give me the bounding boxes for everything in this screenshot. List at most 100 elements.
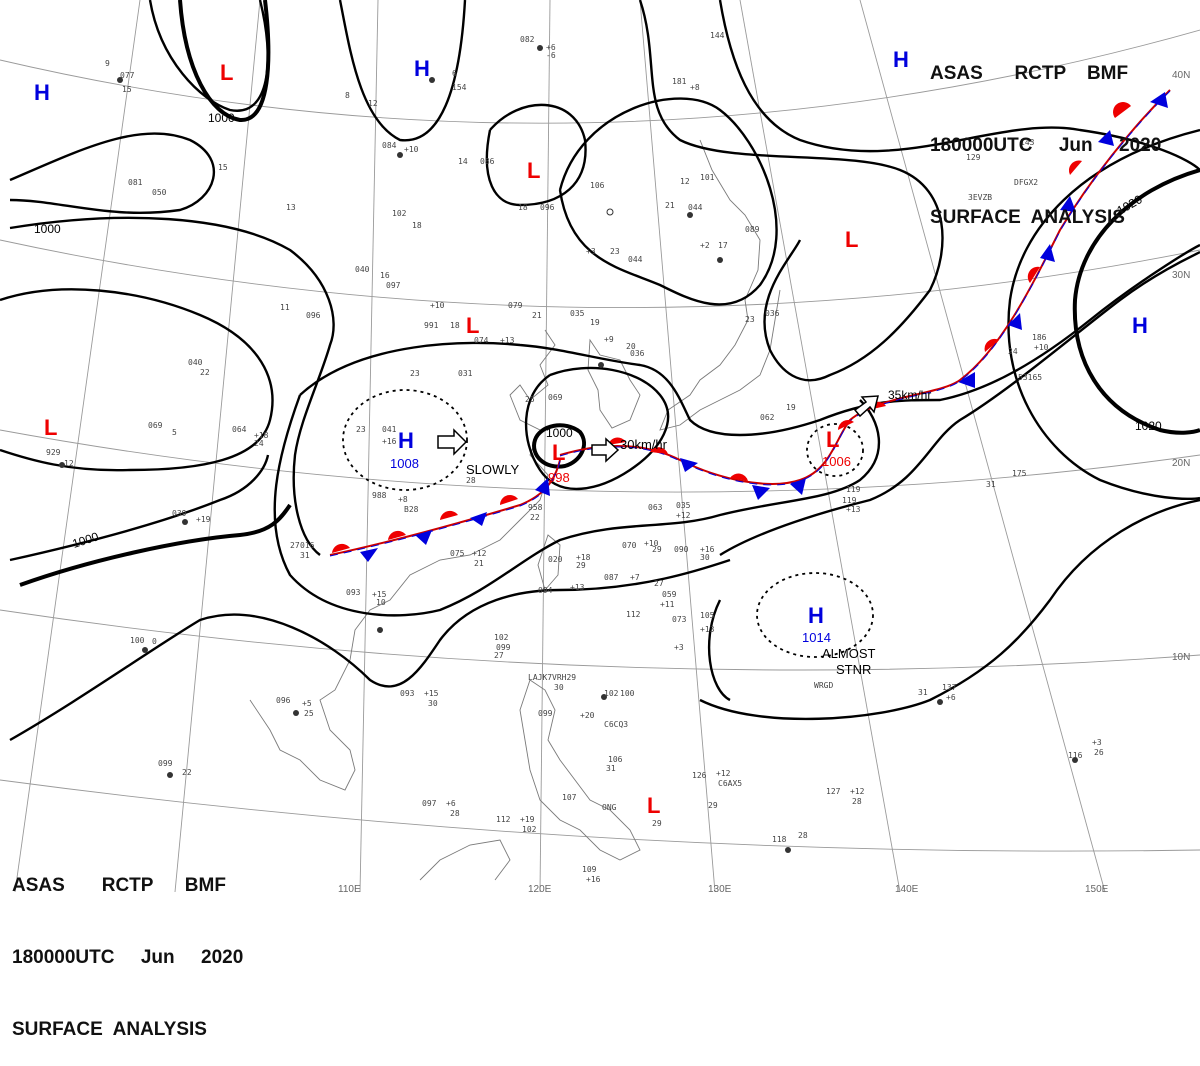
coastline-philippines	[519, 679, 641, 861]
station-label: +20	[580, 711, 595, 720]
station-label: 24	[1008, 347, 1018, 356]
station-label: 15	[122, 85, 132, 94]
isobar	[485, 103, 587, 207]
low-area-1006	[806, 423, 864, 477]
isobar-central-south	[273, 394, 881, 617]
station-label: 107	[562, 793, 577, 802]
longitude-label: 110E	[338, 884, 361, 895]
station-label: 27	[290, 541, 300, 550]
pressure-centres: H L H H L L L L H 1008 L 998 L 1006 H H …	[34, 47, 1148, 818]
meridian-line	[739, 0, 901, 893]
station-label: 31	[918, 688, 928, 697]
header-product-line: ASAS RCTP BMF	[930, 63, 1129, 84]
station-label: 036	[630, 349, 645, 358]
station-label: 9	[105, 59, 110, 68]
station-circle	[293, 710, 299, 716]
station-label: 19	[786, 403, 796, 412]
station-label: +12	[850, 787, 865, 796]
isobar-low-998	[524, 366, 670, 491]
station-label: 102	[522, 825, 537, 834]
station-label: 25	[525, 395, 535, 404]
station-label: 050	[152, 188, 167, 197]
high-center-symbol: H	[34, 80, 50, 105]
station-label: 093	[400, 689, 415, 698]
station-label: 21	[474, 559, 484, 568]
station-label: 28	[798, 831, 808, 840]
latitude-label: 40N	[1172, 70, 1190, 81]
station-label: +3	[586, 247, 596, 256]
station-label: 0	[152, 637, 157, 646]
low-center-symbol: L	[647, 793, 660, 818]
station-circle	[117, 77, 123, 83]
station-label: 27	[494, 651, 504, 660]
station-label: 082	[520, 35, 535, 44]
station-label: 29	[652, 819, 662, 828]
station-label: 035	[676, 501, 691, 510]
station-label: 30	[554, 683, 564, 692]
cold-front-symbol	[415, 530, 432, 545]
station-label: 154	[452, 83, 467, 92]
station-label: +8	[690, 83, 700, 92]
station-label: +3	[674, 643, 684, 652]
station-label: 22	[530, 513, 540, 522]
latitude-label: 30N	[1172, 270, 1190, 281]
coastline-korea	[587, 338, 641, 429]
station-label: 096	[540, 203, 555, 212]
station-label: 23	[745, 315, 755, 324]
header-top-right: ASAS RCTP BMF 180000UTC Jun 2020 SURFACE…	[930, 14, 1161, 254]
high-center-symbol: H	[1132, 313, 1148, 338]
high-center-symbol: H	[398, 428, 414, 453]
station-label: ONG	[602, 803, 617, 812]
station-label: 112	[496, 815, 511, 824]
parallel-line	[0, 429, 1200, 493]
low-center-symbol: L	[466, 313, 479, 338]
graticule	[0, 0, 1200, 893]
low-center-symbol: L	[552, 440, 565, 465]
isobar-south	[9, 558, 731, 742]
station-label: 044	[628, 255, 643, 264]
isobar-1000-low	[532, 423, 586, 469]
isobar-label: 1000	[34, 222, 61, 236]
station-label: +13	[700, 625, 715, 634]
isobar-label: 1020	[1135, 419, 1162, 433]
station-label: 18	[450, 321, 460, 330]
stationary-front-west-blue	[329, 460, 561, 557]
coastlines	[249, 139, 781, 881]
station-label: 143	[1020, 138, 1035, 147]
station-circle	[59, 462, 65, 468]
cold-front-symbol	[958, 372, 975, 388]
station-label: 106	[608, 755, 623, 764]
cold-front-symbol	[790, 478, 806, 495]
station-label: 26	[1094, 748, 1104, 757]
latitude-label: 20N	[1172, 458, 1190, 469]
header-bottom-left: ASAS RCTP BMF 180000UTC Jun 2020 SURFACE…	[12, 826, 243, 1066]
high-center-symbol: H	[808, 603, 824, 628]
station-label: 040	[188, 358, 203, 367]
station-label: 041	[382, 425, 397, 434]
station-label: 181	[672, 77, 687, 86]
station-label: 30	[700, 553, 710, 562]
map-background	[0, 0, 1200, 920]
low-center-symbol: L	[44, 415, 57, 440]
station-label: 18	[412, 221, 422, 230]
station-circle	[142, 647, 148, 653]
station-label: 23	[356, 425, 366, 434]
station-label: 077	[120, 71, 135, 80]
station-label: 127	[826, 787, 841, 796]
station-label: 070	[622, 541, 637, 550]
station-label: +8	[398, 495, 408, 504]
station-label: 31	[300, 551, 310, 560]
station-circle	[537, 45, 543, 51]
station-label: 100	[130, 636, 145, 645]
warm-front-symbol	[984, 338, 999, 352]
station-label: 074	[474, 336, 489, 345]
station-label: 081	[128, 178, 143, 187]
station-label: 035	[570, 309, 585, 318]
header-time-line: 180000UTC Jun 2020	[12, 947, 244, 968]
station-label: 25	[304, 709, 314, 718]
station-label: 11	[280, 303, 290, 312]
station-label: 27	[654, 579, 664, 588]
station-label: 12	[680, 177, 690, 186]
station-label: 6	[452, 69, 457, 78]
high-area-1014	[756, 572, 874, 658]
